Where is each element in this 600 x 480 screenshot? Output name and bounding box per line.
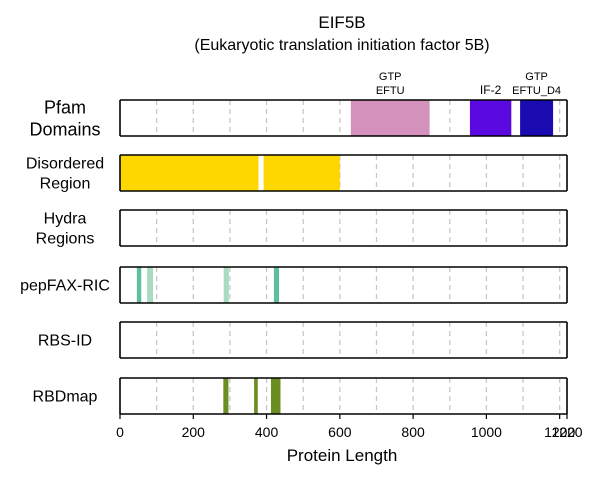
track-label: Disordered [26, 156, 104, 173]
segment-5-2 [270, 378, 281, 414]
x-tick-label: 1000 [471, 424, 502, 440]
x-tick-label: 1220 [551, 424, 582, 440]
segment-0-1 [469, 100, 512, 136]
segment-3-1 [147, 267, 153, 303]
x-axis-label: Protein Length [287, 446, 398, 465]
segment-label: EFTU [376, 85, 405, 97]
segment-1-0 [120, 155, 259, 191]
segment-label: IF-2 [480, 83, 502, 97]
segment-0-0 [350, 100, 430, 136]
chart-subtitle: (Eukaryotic translation initiation facto… [194, 37, 489, 54]
track-4: RBS-ID [38, 321, 568, 359]
x-tick-label: 800 [401, 424, 425, 440]
x-tick-label: 0 [116, 424, 124, 440]
track-label: Pfam [44, 97, 86, 117]
segment-5-1 [254, 378, 258, 414]
segment-1-1 [263, 155, 340, 191]
track-2: Hydra Regions [36, 209, 568, 248]
track-label: Domains [29, 119, 100, 139]
segment-3-3 [273, 267, 280, 303]
segment-3-0 [136, 267, 142, 303]
segment-3-2 [223, 267, 229, 303]
track-label: Region [40, 176, 91, 193]
track-label: Regions [36, 231, 95, 248]
track-label: RBS-ID [38, 333, 92, 350]
track-1: Disordered Region [26, 154, 568, 193]
segment-label: GTP [525, 71, 548, 83]
x-tick-label: 1200 [544, 424, 575, 440]
x-tick-label: 600 [328, 424, 352, 440]
track-label: RBDmap [33, 389, 98, 406]
segment-5-0 [223, 378, 229, 414]
track-label: pepFAX-RIC [20, 278, 110, 295]
x-tick-label: 200 [182, 424, 206, 440]
track-3: pepFAX-RIC [20, 266, 568, 304]
track-label: Hydra [44, 211, 87, 228]
track-5: RBDmap [33, 377, 568, 415]
chart-title: EIF5B [318, 13, 365, 32]
segment-label: GTP [379, 71, 402, 83]
segment-label: EFTU_D4 [512, 85, 561, 97]
x-tick-label: 400 [255, 424, 279, 440]
segment-0-2 [520, 100, 554, 136]
